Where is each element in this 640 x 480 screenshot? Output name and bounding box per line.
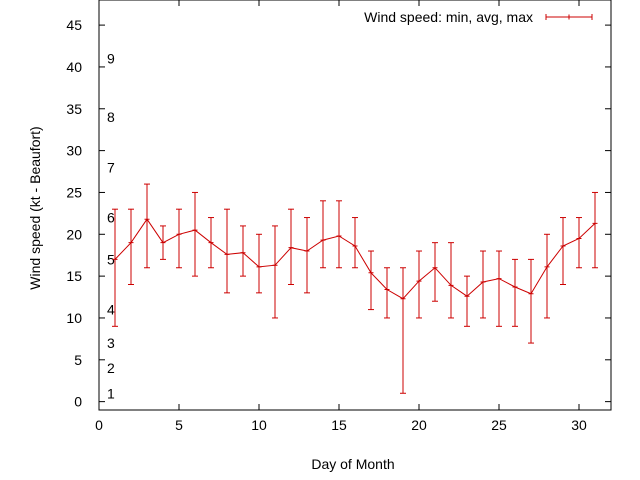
avg-point <box>464 293 470 299</box>
y-tick-label: 15 <box>66 268 82 284</box>
avg-point <box>256 264 262 270</box>
y-tick-label: 35 <box>66 101 82 117</box>
y-tick-label: 10 <box>66 310 82 326</box>
avg-point <box>400 296 406 302</box>
avg-point <box>352 243 358 249</box>
avg-point <box>480 279 486 285</box>
avg-point <box>320 237 326 243</box>
avg-point <box>368 270 374 276</box>
avg-point <box>112 256 118 262</box>
avg-point <box>432 265 438 271</box>
avg-point <box>160 240 166 246</box>
y-axis-label: Wind speed (kt - Beaufort) <box>27 126 43 289</box>
avg-point <box>448 282 454 288</box>
avg-point <box>544 264 550 270</box>
y-tick-label: 45 <box>66 17 82 33</box>
avg-point <box>384 287 390 293</box>
beaufort-label: 7 <box>107 159 115 175</box>
beaufort-label: 4 <box>107 302 115 318</box>
x-tick-label: 10 <box>251 417 267 433</box>
avg-point <box>304 248 310 254</box>
x-tick-label: 30 <box>571 417 587 433</box>
avg-point <box>512 284 518 290</box>
beaufort-label: 8 <box>107 109 115 125</box>
avg-point <box>560 243 566 249</box>
y-tick-label: 25 <box>66 184 82 200</box>
y-tick-label: 40 <box>66 59 82 75</box>
series-layer <box>112 183 598 394</box>
beaufort-label: 3 <box>107 335 115 351</box>
avg-point <box>208 240 214 246</box>
avg-point <box>288 245 294 251</box>
legend-label: Wind speed: min, avg, max <box>364 9 533 25</box>
beaufort-label: 9 <box>107 51 115 67</box>
avg-point <box>336 233 342 239</box>
avg-point <box>528 291 534 297</box>
y-tick-label: 5 <box>74 352 82 368</box>
legend: Wind speed: min, avg, max <box>364 9 593 25</box>
beaufort-label: 5 <box>107 251 115 267</box>
x-tick-label: 20 <box>411 417 427 433</box>
avg-point <box>272 262 278 268</box>
avg-point <box>128 240 134 246</box>
avg-point <box>416 278 422 284</box>
x-axis-label: Day of Month <box>311 456 394 472</box>
avg-point <box>592 220 598 226</box>
beaufort-label: 6 <box>107 210 115 226</box>
avg-point <box>192 227 198 233</box>
legend-marker <box>566 14 572 20</box>
beaufort-label: 2 <box>107 360 115 376</box>
y-tick-label: 20 <box>66 226 82 242</box>
beaufort-scale: 1 2 3 4 5 6 7 8 9 <box>107 51 115 402</box>
plot-frame <box>98 0 612 411</box>
x-tick-label: 25 <box>491 417 507 433</box>
avg-point <box>576 235 582 241</box>
avg-point <box>224 251 230 257</box>
x-tick-label: 5 <box>175 417 183 433</box>
beaufort-label: 1 <box>107 385 115 401</box>
x-tick-label: 15 <box>331 417 347 433</box>
x-tick-label: 0 <box>95 417 103 433</box>
avg-point <box>144 216 150 222</box>
avg-point <box>176 231 182 237</box>
avg-point <box>496 276 502 282</box>
avg-point <box>240 250 246 256</box>
y-tick-label: 30 <box>66 143 82 159</box>
y-tick-label: 0 <box>74 394 82 410</box>
